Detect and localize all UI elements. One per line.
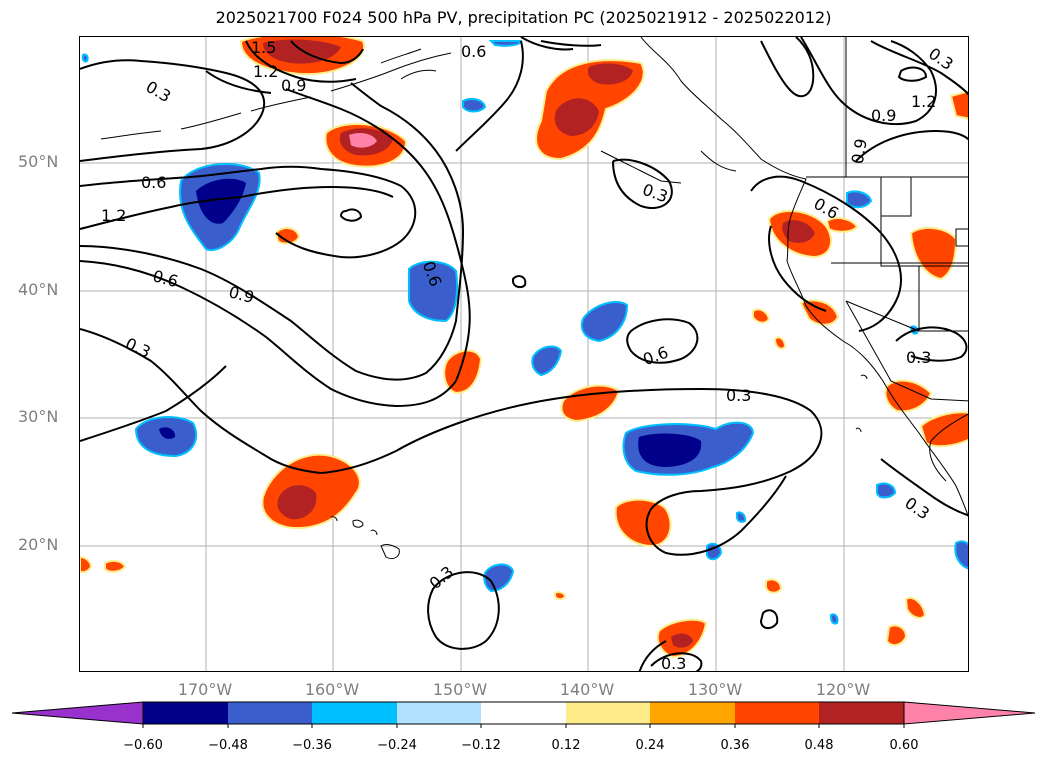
lon-label-130w: 130°W xyxy=(687,680,743,699)
gridlines xyxy=(80,37,968,671)
colorbar-segment xyxy=(566,702,650,724)
colorbar-extend-high xyxy=(903,701,1036,725)
colorbar-segment xyxy=(312,702,397,724)
contour-label: 0.6 xyxy=(151,266,181,291)
lon-label-150w: 150°W xyxy=(432,680,488,699)
contour-label: 0.9 xyxy=(871,106,896,125)
contour-label: 1.5 xyxy=(251,38,276,57)
contour-label: 0.6 xyxy=(640,343,670,370)
colorbar-tick-label: 0.48 xyxy=(804,738,834,753)
colorbar-tick-label: −0.60 xyxy=(123,738,163,753)
contour-label: 0.3 xyxy=(640,180,670,207)
colorbar-segment xyxy=(819,702,904,724)
lat-label-40n: 40°N xyxy=(18,280,59,299)
colorbar-segment xyxy=(481,702,566,724)
contour-label: 0.9 xyxy=(848,137,871,165)
contour-label: 0.9 xyxy=(281,76,306,95)
contour-label: 0.6 xyxy=(461,42,486,61)
contour-label: 1.2 xyxy=(253,62,278,81)
lon-label-140w: 140°W xyxy=(559,680,615,699)
contour-label: 0.3 xyxy=(726,386,751,405)
lat-label-50n: 50°N xyxy=(18,152,59,171)
contour-label: 0.9 xyxy=(227,282,257,307)
contour-label: 0.3 xyxy=(906,348,931,367)
colorbar-extend-low xyxy=(11,701,144,725)
contour-label: 0.3 xyxy=(122,334,153,362)
precip-positive-areas xyxy=(80,37,968,659)
colorbar-tick-label: 0.24 xyxy=(635,738,665,753)
lon-label-120w: 120°W xyxy=(815,680,871,699)
colorbar-tick-label: −0.48 xyxy=(208,738,248,753)
lon-label-170w: 170°W xyxy=(177,680,233,699)
coastlines xyxy=(100,37,968,560)
colorbar xyxy=(11,701,1036,728)
contour-label: 1.2 xyxy=(911,92,936,111)
colorbar-segment xyxy=(650,702,735,724)
map-title: 2025021700 F024 500 hPa PV, precipitatio… xyxy=(215,8,832,27)
colorbar-segment xyxy=(143,702,228,724)
lon-label-160w: 160°W xyxy=(304,680,360,699)
pv-contours xyxy=(80,37,968,671)
contour-labels: 1.5 1.2 0.9 0.6 0.3 0.6 1.2 0.6 0.9 0.3 … xyxy=(101,38,957,672)
precip-negative-areas xyxy=(81,40,968,625)
colorbar-tick-label: 0.36 xyxy=(720,738,750,753)
contour-label: 0.3 xyxy=(426,562,458,593)
colorbar-segment xyxy=(735,702,819,724)
colorbar-tick-label: −0.24 xyxy=(377,738,417,753)
map-panel: 1.5 1.2 0.9 0.6 0.3 0.6 1.2 0.6 0.9 0.3 … xyxy=(79,36,969,672)
colorbar-segment xyxy=(397,702,481,724)
contour-label: 0.3 xyxy=(661,654,686,672)
colorbar-segment xyxy=(228,702,312,724)
colorbar-tick-label: 0.12 xyxy=(551,738,581,753)
lat-label-30n: 30°N xyxy=(18,407,59,426)
contour-label: 0.3 xyxy=(901,493,933,523)
precip-blob-central-east xyxy=(614,498,672,548)
contour-label: 0.6 xyxy=(141,173,166,192)
lat-label-20n: 20°N xyxy=(18,535,59,554)
contour-label: 1.2 xyxy=(101,206,126,225)
colorbar-tick-label: −0.36 xyxy=(292,738,332,753)
colorbar-tick-label: 0.60 xyxy=(889,738,919,753)
contour-label: 0.3 xyxy=(143,77,175,106)
colorbar-tick-label: −0.12 xyxy=(461,738,501,753)
map-canvas: 1.5 1.2 0.9 0.6 0.3 0.6 1.2 0.6 0.9 0.3 … xyxy=(80,37,968,672)
